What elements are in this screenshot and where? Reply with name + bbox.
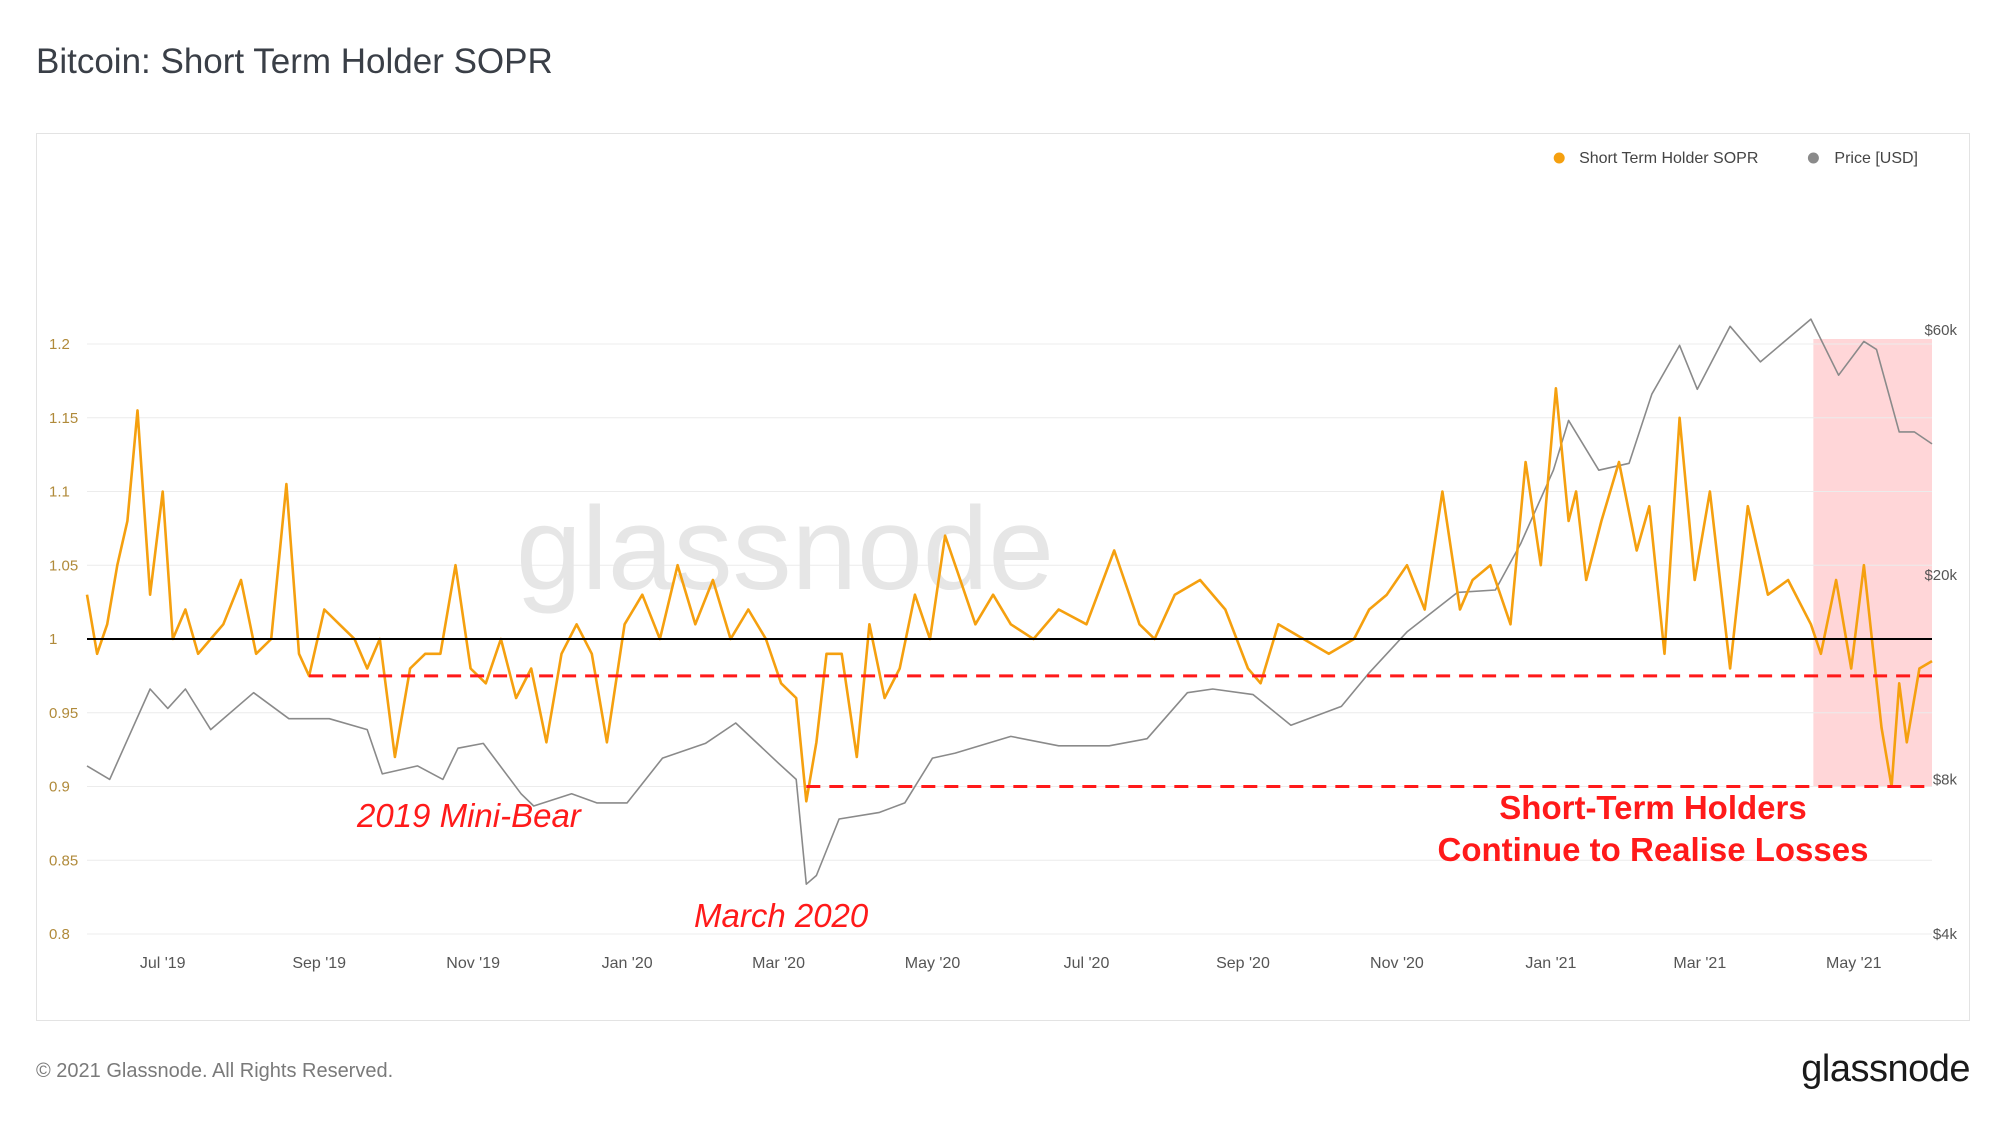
x-tick-label: Jan '21 (1525, 955, 1576, 972)
y-right-tick-label: $60k (1924, 322, 1957, 339)
sopr-line (85, 387, 1933, 803)
highlight-layer (1813, 339, 1932, 787)
x-tick-label: May '21 (1826, 955, 1882, 972)
y-right-tick-label: $4k (1933, 926, 1958, 943)
annotation-losses-line2: Continue to Realise Losses (1438, 831, 1869, 868)
price-series-layer (86, 318, 1933, 886)
y-left-tick-label: 1 (49, 631, 57, 648)
footer-copyright: © 2021 Glassnode. All Rights Reserved. (36, 1060, 394, 1082)
legend: Price [USD] Short Term Holder SOPR (1553, 150, 1918, 167)
x-tick-label: May '20 (905, 955, 961, 972)
price-line (86, 318, 1933, 886)
y-left-tick-label: 1.05 (49, 557, 78, 574)
page-title: Bitcoin: Short Term Holder SOPR (36, 42, 553, 81)
highlight-region (1813, 339, 1932, 787)
x-tick-label: Mar '20 (752, 955, 805, 972)
x-tick-label: Sep '20 (1216, 955, 1270, 972)
legend-marker (1807, 152, 1819, 164)
reference-lines-layer (87, 638, 1932, 788)
sopr-chart: glassnode 0.8 0.85 0.9 0.95 1 1.05 1.1 1.15 1.2 $… (49, 150, 1957, 972)
x-tick-label: Mar '21 (1673, 955, 1726, 972)
annotation-losses-line1: Short-Term Holders (1499, 789, 1806, 826)
x-tick-label: Jan '20 (602, 955, 653, 972)
annotation-march-2020: March 2020 (694, 897, 869, 934)
y-right-tick-label: $20k (1924, 567, 1957, 584)
legend-label: Price [USD] (1834, 150, 1918, 167)
y-left-tick-label: 1.1 (49, 484, 70, 501)
legend-label: Short Term Holder SOPR (1579, 150, 1758, 167)
legend-marker (1553, 152, 1565, 164)
y-left-tick-label: 0.8 (49, 926, 70, 943)
x-tick-label: Jul '19 (140, 955, 186, 972)
footer-logo: glassnode (1801, 1048, 1970, 1090)
x-tick-label: Nov '20 (1370, 955, 1424, 972)
x-tick-label: Nov '19 (446, 955, 500, 972)
x-tick-label: Jul '20 (1064, 955, 1110, 972)
watermark: glassnode (516, 483, 1054, 615)
ticks-layer: 0.8 0.85 0.9 0.95 1 1.05 1.1 1.15 1.2 $4k $8k $20k $… (49, 322, 1957, 972)
annotation-mini-bear: 2019 Mini-Bear (356, 797, 583, 834)
y-left-tick-label: 1.15 (49, 410, 78, 427)
x-tick-label: Sep '19 (292, 955, 346, 972)
y-left-tick-label: 0.9 (49, 779, 70, 796)
chart-frame: glassnode 0.8 0.85 0.9 0.95 1 1.05 1.1 1.15 1.2 $… (36, 133, 1970, 1021)
y-right-tick-label: $8k (1933, 771, 1958, 788)
sopr-series-layer (85, 387, 1933, 803)
y-left-tick-label: 1.2 (49, 336, 70, 353)
y-left-tick-label: 0.85 (49, 852, 78, 869)
y-left-tick-label: 0.95 (49, 705, 78, 722)
